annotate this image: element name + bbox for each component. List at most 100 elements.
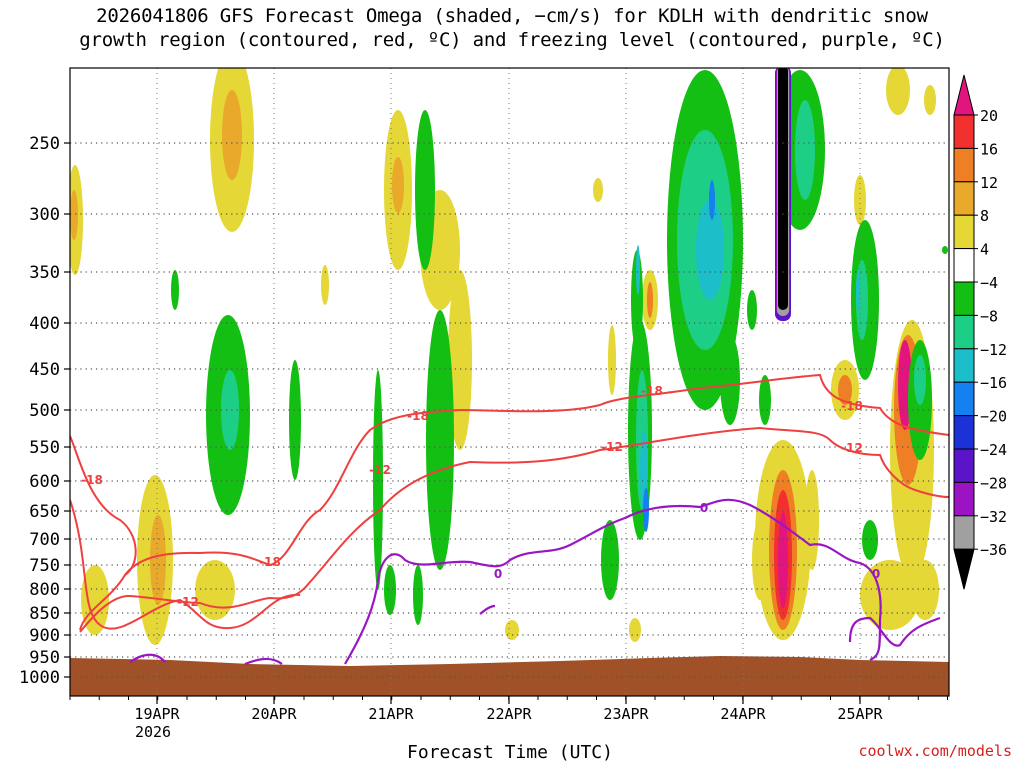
omega-shade-area <box>886 68 910 115</box>
omega-shade-area <box>752 520 768 600</box>
omega-shade-area <box>629 618 641 642</box>
omega-shade-area <box>81 565 109 635</box>
y-tick-label: 750 <box>29 556 60 576</box>
colorbar-label: −24 <box>980 441 1007 459</box>
y-tick-label: 850 <box>29 604 60 624</box>
omega-shade-area <box>608 325 616 395</box>
colorbar-label: −36 <box>980 541 1007 559</box>
colorbar: 20 16 12 8 4 −4 −8 −12 −16 −20 −24 −28 −32 −36 <box>953 74 1007 590</box>
omega-shade-area <box>426 310 454 570</box>
omega-shade-area <box>222 90 242 180</box>
y-tick-label: 350 <box>29 263 60 283</box>
y-tick-label: 550 <box>29 438 60 458</box>
x-tick-label: 25APR <box>837 705 883 723</box>
dgz-contour-label: -18 <box>841 399 863 413</box>
freezing-level-contour <box>129 653 166 663</box>
colorbar-segment <box>953 181 975 216</box>
freezing-contour-label: 0 <box>700 501 708 515</box>
colorbar-segment <box>953 314 975 350</box>
omega-shade-area <box>696 200 724 300</box>
omega-shade-area <box>856 270 860 310</box>
terrain-fill <box>70 656 949 696</box>
colorbar-label: 12 <box>980 174 998 192</box>
colorbar-label: 8 <box>980 207 989 225</box>
omega-shade-area <box>914 355 926 405</box>
omega-shade-area <box>924 85 936 115</box>
colorbar-segment <box>953 281 975 316</box>
omega-shade-area <box>942 246 948 254</box>
freezing-level-contour <box>848 616 941 647</box>
x-tick-label: 19APR <box>134 705 180 723</box>
y-tick-label: 950 <box>29 648 60 668</box>
chart-title: 2026041806 GFS Forecast Omega (shaded, −… <box>0 4 1024 52</box>
colorbar-segment <box>953 147 975 183</box>
omega-shade-area <box>709 180 715 220</box>
credit-text: coolwx.com/models <box>858 742 1012 760</box>
colorbar-segment <box>953 348 975 383</box>
freezing-level-contour <box>344 498 882 665</box>
omega-shade-area <box>601 520 619 600</box>
contour-lines <box>70 373 949 666</box>
colorbar-label: −28 <box>980 474 1007 492</box>
contour-labels: -18 -18 -18 -12 -12 -18 -12 -18 -12 0 0 0 <box>81 384 880 609</box>
omega-shade-area <box>854 175 866 225</box>
dgz-contour-label: -12 <box>369 463 391 477</box>
x-axis-title-text: Forecast Time (UTC) <box>407 742 613 763</box>
y-tick-label: 500 <box>29 401 60 421</box>
omega-shade-area <box>838 375 852 405</box>
omega-shade-area <box>384 565 396 615</box>
colorbar-segment <box>953 74 975 116</box>
x-tick-label: 20APR <box>251 705 297 723</box>
omega-shade-area <box>171 270 179 310</box>
omega-shade-area <box>373 370 383 590</box>
title-line-1: 2026041806 GFS Forecast Omega (shaded, −… <box>96 5 928 27</box>
omega-shade-area <box>195 560 235 620</box>
y-tick-label: 700 <box>29 530 60 550</box>
dgz-contour-line <box>124 373 949 576</box>
colorbar-segment <box>953 114 975 149</box>
omega-shade-area <box>747 290 757 330</box>
colorbar-segment <box>953 481 975 517</box>
freezing-contour-label: 0 <box>872 567 880 581</box>
grid-lines <box>70 68 949 696</box>
omega-shade-area <box>759 375 771 425</box>
omega-shade-area <box>805 470 819 570</box>
y-tick-label: 400 <box>29 314 60 334</box>
omega-shading <box>70 68 948 645</box>
x-tick-sublabel: 2026 <box>135 723 171 741</box>
omega-shade-area <box>321 265 329 305</box>
dgz-contour-label: -12 <box>177 595 199 609</box>
colorbar-label: −4 <box>980 274 998 292</box>
dgz-contour-label: -12 <box>841 441 863 455</box>
colorbar-label: 20 <box>980 107 998 125</box>
title-line-2: growth region (contoured, red, ºC) and f… <box>79 29 945 51</box>
colorbar-segment <box>953 415 975 450</box>
omega-shade-area <box>636 245 640 295</box>
omega-shade-area <box>413 565 423 625</box>
colorbar-label: −12 <box>980 341 1007 359</box>
colorbar-segment <box>953 381 975 417</box>
colorbar-segment <box>953 448 975 483</box>
y-tick-label: 900 <box>29 626 60 646</box>
freezing-contour-label: 0 <box>494 567 502 581</box>
omega-shade-area <box>647 282 653 318</box>
y-tick-label: 600 <box>29 472 60 492</box>
colorbar-label: −16 <box>980 374 1007 392</box>
x-axis-title: Forecast Time (UTC) <box>0 742 1024 763</box>
omega-shade-area <box>795 100 815 200</box>
colorbar-label: −32 <box>980 508 1007 526</box>
omega-shade-area <box>415 110 435 270</box>
colorbar-label: −8 <box>980 307 998 325</box>
colorbar-segment <box>953 548 975 590</box>
colorbar-label: −20 <box>980 408 1007 426</box>
colorbar-segment <box>953 515 975 550</box>
omega-shade-area <box>221 370 239 450</box>
omega-shade-area <box>505 620 519 640</box>
omega-shade-area <box>778 512 788 608</box>
terrain-area <box>70 656 949 696</box>
freezing-level-contour <box>479 604 496 615</box>
omega-shade-area <box>392 157 404 213</box>
omega-shade-area <box>289 360 301 480</box>
